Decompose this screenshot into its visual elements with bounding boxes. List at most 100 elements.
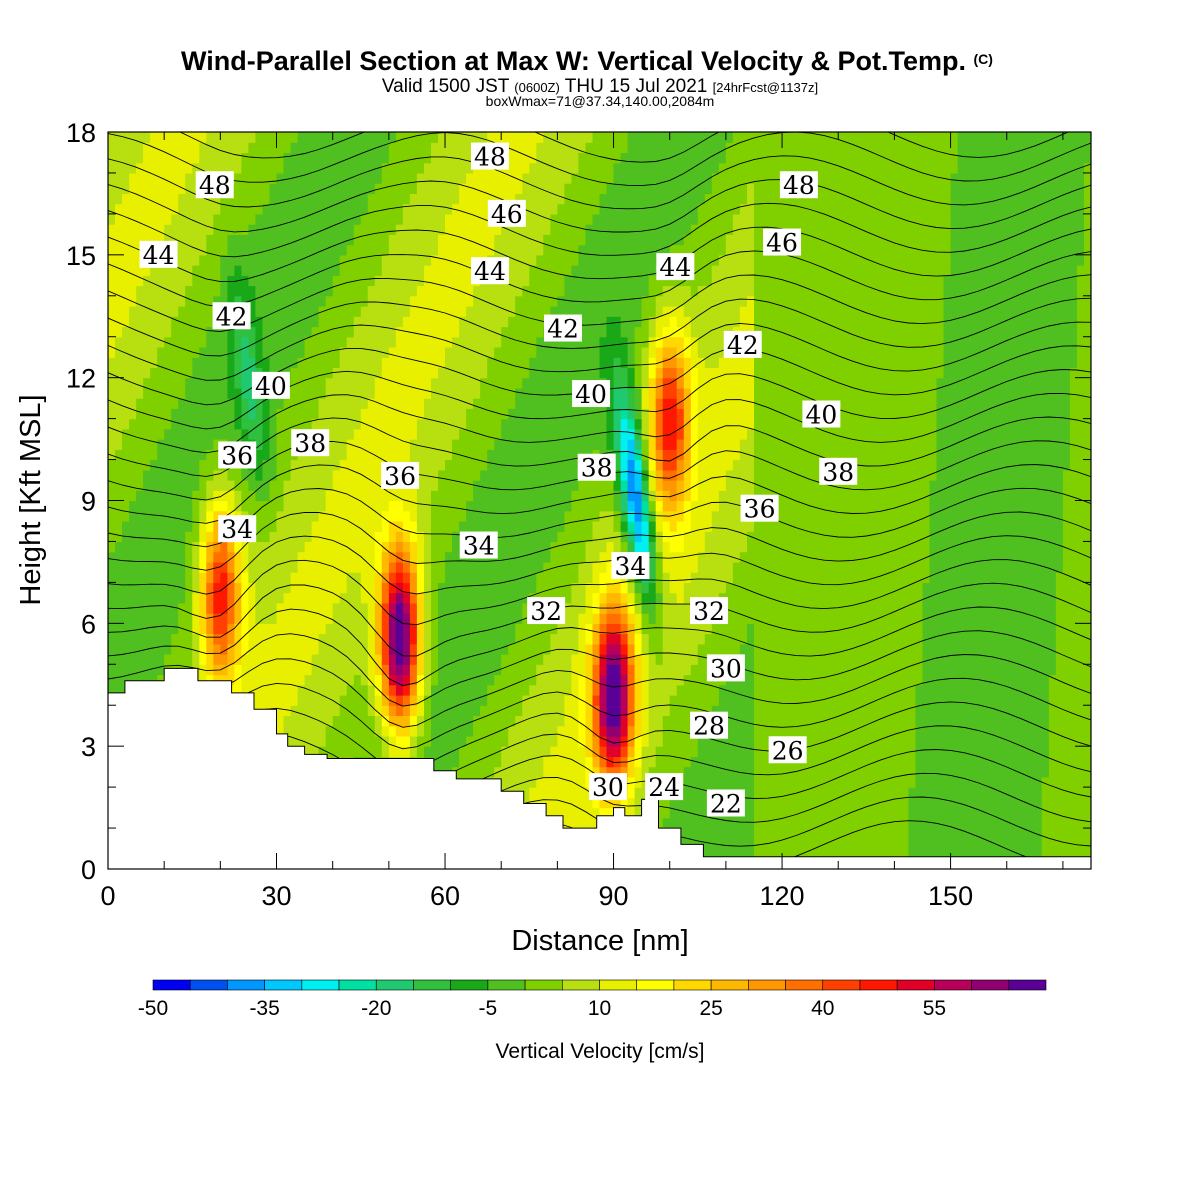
velocity-cell [185,541,193,553]
velocity-cell [283,654,292,665]
velocity-cell [185,469,193,481]
velocity-cell [402,244,411,256]
velocity-cell [438,623,446,635]
velocity-cell [431,142,439,154]
velocity-cell [129,623,137,635]
velocity-cell [515,500,523,512]
velocity-cell [536,787,544,798]
velocity-cell [452,326,460,338]
velocity-cell [452,664,460,676]
velocity-cell [262,613,271,624]
velocity-cell [318,142,327,154]
velocity-cell [269,572,278,584]
velocity-cell [452,561,460,573]
velocity-cell [199,521,207,532]
velocity-cell [248,469,257,481]
velocity-cell [515,367,523,379]
velocity-cell [360,295,369,307]
velocity-cell [199,408,207,420]
velocity-cell [536,500,544,512]
velocity-cell [129,449,137,461]
velocity-cell [508,193,516,205]
velocity-cell [388,183,397,195]
velocity-cell [353,490,362,502]
velocity-cell [416,521,425,532]
velocity-cell [388,244,397,256]
velocity-cell [269,224,278,235]
velocity-cell [557,664,566,676]
velocity-cell [136,654,144,665]
velocity-cell [108,193,116,205]
velocity-cell [185,623,193,635]
velocity-cell [367,408,376,420]
velocity-cell [543,254,551,266]
velocity-cell [487,480,495,491]
velocity-cell [171,582,179,594]
velocity-cell [360,572,369,584]
velocity-cell [374,459,383,471]
velocity-cell [515,582,523,594]
velocity-cell [346,735,355,747]
velocity-cell [494,449,502,461]
velocity-cell [290,132,299,143]
velocity-cell [360,695,369,706]
velocity-cell [367,213,376,225]
velocity-cell [515,735,523,747]
velocity-cell [304,459,313,471]
velocity-cell [416,439,425,450]
velocity-cell [543,551,551,563]
velocity-cell [192,633,200,645]
velocity-cell [571,510,580,522]
velocity-cell [374,172,383,184]
velocity-cell [283,664,292,676]
velocity-cell [424,725,432,737]
velocity-cell [452,347,460,358]
velocity-cell [515,316,523,328]
velocity-cell [388,521,397,532]
velocity-cell [255,643,264,655]
velocity-cell [164,316,172,328]
velocity-cell [508,725,516,737]
velocity-cell [227,234,236,246]
velocity-cell [157,285,165,297]
velocity-cell [178,172,186,184]
velocity-cell [409,244,418,256]
velocity-cell [360,684,369,696]
velocity-cell [431,756,439,768]
velocity-cell [115,172,123,184]
velocity-cell [388,572,397,584]
velocity-cell [374,326,383,338]
velocity-cell [543,797,551,809]
velocity-cell [353,183,362,195]
velocity-cell [325,531,334,543]
velocity-cell [445,613,453,624]
velocity-cell [494,408,502,420]
velocity-cell [578,725,587,737]
velocity-cell [445,295,453,307]
velocity-cell [480,193,488,205]
velocity-cell [409,234,418,246]
velocity-cell [494,295,502,307]
velocity-cell [402,643,411,655]
velocity-cell [339,285,348,297]
velocity-cell [445,654,453,665]
velocity-cell [297,735,306,747]
velocity-cell [227,664,236,676]
velocity-cell [318,469,327,481]
velocity-cell [325,347,334,358]
velocity-cell [143,142,151,154]
velocity-cell [438,735,446,747]
velocity-cell [269,439,278,450]
velocity-cell [129,398,137,409]
velocity-cell [557,265,566,276]
velocity-cell [487,132,495,143]
velocity-cell [424,193,432,205]
velocity-cell [445,193,453,205]
velocity-cell [501,684,509,696]
velocity-cell [564,428,573,440]
velocity-cell [557,521,566,532]
velocity-cell [332,705,341,717]
velocity-cell [360,193,369,205]
velocity-cell [536,203,544,215]
velocity-cell [515,572,523,584]
